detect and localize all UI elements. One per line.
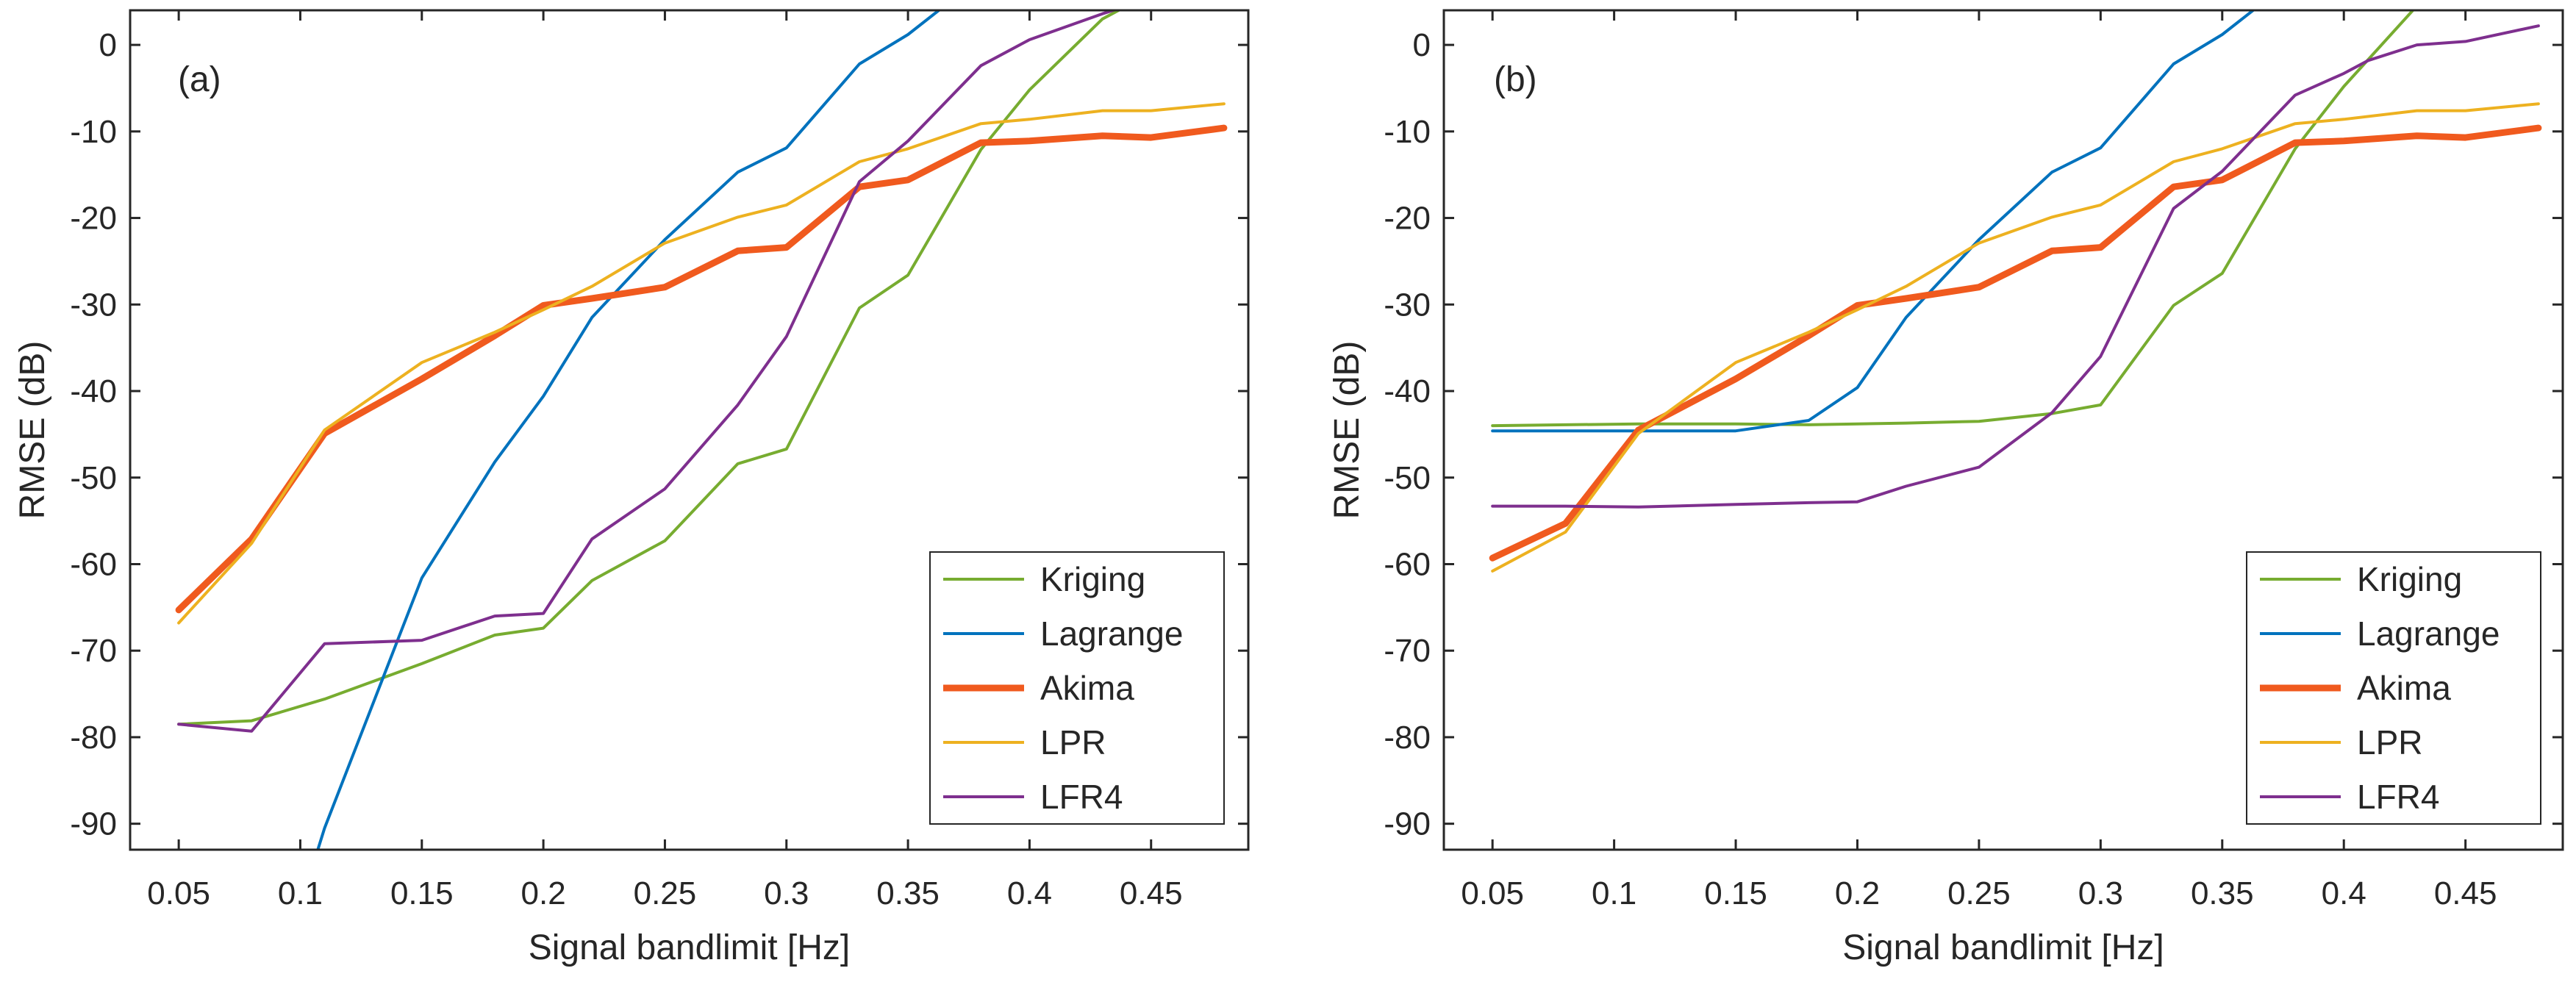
panel-b-series-group (1489, 10, 2542, 573)
panel-b-xaxis-label: Signal bandlimit [Hz] (1842, 928, 2164, 967)
panel-b-ytick-label: -90 (1384, 806, 1431, 842)
panel-b-ytick-label: -30 (1384, 287, 1431, 323)
panel-a-ytick-label: -70 (70, 633, 117, 669)
panel-b-ytick-label: -80 (1384, 720, 1431, 756)
panel-b-panel-label: (b) (1494, 60, 1537, 99)
panel-a-legend: Kriging Lagrange Akima LPR LFR4 (929, 551, 1225, 825)
panel-a-xtick-label: 0.35 (876, 875, 940, 911)
panel-a-ytick-label: 0 (99, 27, 117, 63)
panel-b-xtick-label: 0.2 (1835, 875, 1880, 911)
panel-a-axes-box (129, 9, 1250, 851)
panel-a-xtick-label: 0.3 (764, 875, 809, 911)
panel-b-xtick-label: 0.25 (1947, 875, 2011, 911)
panel-b-legend-label-lpr: LPR (2357, 723, 2422, 761)
panel-b-series-kriging-line (1491, 10, 2415, 428)
panel-b-series-akima-line (1489, 124, 2542, 562)
panel-b-ytick-label: -50 (1384, 460, 1431, 496)
panel-a-xtick-label: 0.4 (1007, 875, 1052, 911)
panel-b-xtick-label: 0.15 (1704, 875, 1767, 911)
panel-b-xtick-label: 0.35 (2191, 875, 2254, 911)
panel-b-legend-label-kriging: Kriging (2357, 560, 2462, 598)
panel-a-xtick-label: 0.25 (634, 875, 697, 911)
panel-a-yaxis-label: RMSE (dB) (13, 341, 52, 520)
panel-a-ytick-label: -80 (70, 720, 117, 756)
panel-a-series-kriging-line (177, 10, 1122, 726)
panel-b-xtick-label: 0.3 (2078, 875, 2123, 911)
panel-b-ytick-label: -20 (1384, 201, 1431, 237)
panel-a-xaxis-label: Signal bandlimit [Hz] (529, 928, 851, 967)
panel-b-xtick-label: 0.1 (1592, 875, 1636, 911)
panel-b-series-lpr-line (1491, 102, 2540, 573)
panel-a-group: 0.05 0.1 0.15 0.2 0.25 0.3 0.35 0.4 0.45 0 -10 -20 -… (13, 9, 1250, 967)
panel-a-series-lagrange-line (316, 10, 942, 850)
panel-a-xtick-label: 0.1 (278, 875, 323, 911)
panel-b-group: 0.05 0.1 0.15 0.2 0.25 0.3 0.35 0.4 0.45 0 -10 -20 -… (1328, 9, 2564, 967)
panel-b-legend-label-lagrange: Lagrange (2357, 614, 2500, 653)
panel-b-yaxis-label: RMSE (dB) (1328, 341, 1367, 520)
panel-b-legend-label-lfr4: LFR4 (2357, 778, 2439, 816)
panel-a-xtick-label: 0.15 (390, 875, 454, 911)
panel-b-ytick-label: -10 (1384, 114, 1431, 150)
panel-a-ytick-label: -10 (70, 114, 117, 150)
panel-b-xtick-label: 0.4 (2322, 875, 2366, 911)
panel-b-ytick-label: 0 (1413, 27, 1431, 63)
panel-b-legend-label-akima: Akima (2357, 669, 2451, 707)
panel-a-ytick-label: -90 (70, 806, 117, 842)
panel-a-xtick-label: 0.05 (147, 875, 210, 911)
panel-a-ytick-label: -20 (70, 201, 117, 237)
panel-a-series-group (175, 10, 1228, 850)
panel-a-legend-label-lfr4: LFR4 (1040, 778, 1123, 816)
panel-b-xtick-label: 0.05 (1461, 875, 1524, 911)
panel-b-ytick-label: -70 (1384, 633, 1431, 669)
panel-a-series-akima-line (175, 124, 1228, 614)
panel-a-panel-label: (a) (178, 60, 221, 99)
panel-a-ytick-label: -50 (70, 460, 117, 496)
panel-a-series-lfr4-line (177, 10, 1118, 733)
panel-a-series-lpr-line (177, 102, 1226, 625)
panel-b-ytick-label: -60 (1384, 546, 1431, 582)
panel-b-ytick-label: -40 (1384, 373, 1431, 409)
panel-b-axes-box (1442, 9, 2564, 851)
panel-b-xtick-label: 0.45 (2434, 875, 2497, 911)
panel-a-legend-label-kriging: Kriging (1040, 560, 1145, 598)
panel-a-ytick-label: -60 (70, 546, 117, 582)
panel-a-legend-label-akima: Akima (1040, 669, 1134, 707)
panel-a-xtick-label: 0.45 (1120, 875, 1183, 911)
panel-a-xtick-label: 0.2 (521, 875, 566, 911)
panel-b-series-lfr4-line (1491, 24, 2540, 509)
panel-a-legend-label-lpr: LPR (1040, 723, 1106, 761)
panel-b-legend: Kriging Lagrange Akima LPR LFR4 (2246, 551, 2541, 825)
panel-a-ytick-label: -40 (70, 373, 117, 409)
panel-a-legend-label-lagrange: Lagrange (1040, 614, 1183, 653)
panel-a-ytick-label: -30 (70, 287, 117, 323)
